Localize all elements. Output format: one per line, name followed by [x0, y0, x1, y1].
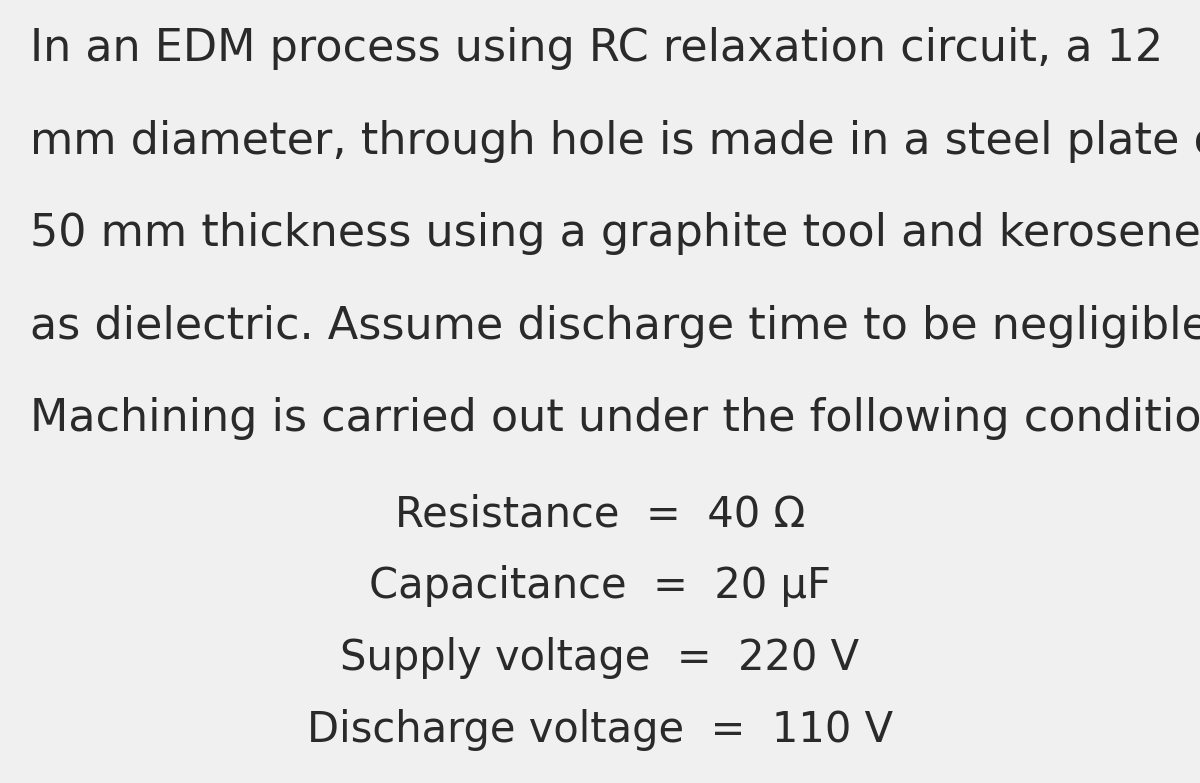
- Text: Resistance  =  40 Ω: Resistance = 40 Ω: [395, 493, 805, 536]
- Text: In an EDM process using RC relaxation circuit, a 12: In an EDM process using RC relaxation ci…: [30, 27, 1163, 70]
- Text: mm diameter, through hole is made in a steel plate of: mm diameter, through hole is made in a s…: [30, 120, 1200, 163]
- Text: Capacitance  =  20 μF: Capacitance = 20 μF: [370, 565, 830, 608]
- Text: Machining is carried out under the following conditions.: Machining is carried out under the follo…: [30, 397, 1200, 440]
- Text: Supply voltage  =  220 V: Supply voltage = 220 V: [341, 637, 859, 680]
- Text: Discharge voltage  =  110 V: Discharge voltage = 110 V: [307, 709, 893, 752]
- Text: as dielectric. Assume discharge time to be negligible.: as dielectric. Assume discharge time to …: [30, 305, 1200, 348]
- Text: 50 mm thickness using a graphite tool and kerosene: 50 mm thickness using a graphite tool an…: [30, 212, 1200, 255]
